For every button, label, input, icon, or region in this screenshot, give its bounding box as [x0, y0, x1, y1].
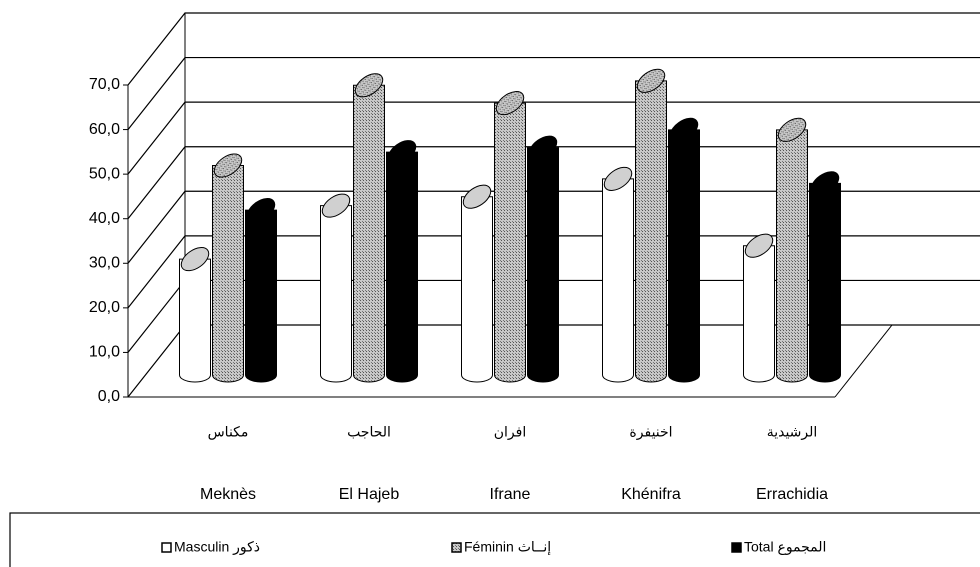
bar-body: [527, 147, 559, 383]
bar-body: [386, 151, 418, 383]
bar-top: [528, 135, 558, 160]
bar: [809, 171, 841, 383]
bar-body: [212, 165, 244, 383]
y-tick-label: 60,0: [89, 121, 120, 138]
bar: [353, 73, 385, 383]
bar-top: [246, 198, 276, 223]
bar-top: [462, 184, 492, 209]
x-tick-label: Errachidia: [756, 486, 828, 503]
bar-top: [603, 166, 633, 191]
bar: [776, 117, 808, 383]
bar-body: [494, 102, 526, 383]
x-tick-label: Meknès: [200, 486, 256, 503]
legend-swatch: [161, 542, 172, 553]
grid-line: [127, 12, 980, 86]
bar-body: [743, 245, 775, 383]
bar-top: [387, 140, 417, 165]
y-tick-label: 40,0: [89, 210, 120, 227]
grid-line: [127, 190, 980, 264]
bar-body: [602, 178, 634, 383]
bar-body: [320, 205, 352, 383]
bar-top: [810, 171, 840, 196]
y-tick-label: 30,0: [89, 255, 120, 272]
grid-line: [127, 101, 980, 175]
x-tick-label: Ifrane: [490, 486, 531, 503]
grid-line: [127, 235, 980, 309]
bar-body: [353, 84, 385, 383]
bar-top: [636, 68, 666, 93]
bar: [743, 233, 775, 383]
x-tick-label: افران: [494, 424, 526, 441]
y-tick-label: 0,0: [98, 388, 120, 405]
legend-box: [9, 512, 980, 567]
x-tick-label: مكناس: [208, 424, 249, 441]
bar: [461, 184, 493, 383]
bar-body: [461, 196, 493, 383]
x-tick-label: الحاجب: [347, 424, 391, 440]
bar: [179, 247, 211, 383]
bar: [635, 68, 667, 383]
floor-right: [834, 324, 893, 398]
bar: [527, 135, 559, 383]
bar-top: [777, 117, 807, 142]
bar-body: [668, 129, 700, 383]
x-tick-label: الرشيدية: [767, 424, 818, 441]
legend-label: Total المجموع: [744, 539, 826, 556]
bar-top: [213, 153, 243, 178]
bar-body: [809, 182, 841, 383]
bar: [386, 140, 418, 383]
bar: [668, 117, 700, 383]
bar-body: [179, 258, 211, 383]
bar-top: [354, 73, 384, 98]
bar-top: [180, 247, 210, 272]
bar: [494, 91, 526, 383]
bar-body: [245, 209, 277, 383]
y-tick-label: 20,0: [89, 299, 120, 316]
x-tick-label: Khénifra: [621, 486, 681, 503]
bar: [245, 198, 277, 383]
legend-swatch: [731, 542, 742, 553]
bar-top: [744, 233, 774, 258]
x-tick-label: El Hajeb: [339, 486, 400, 503]
bar-body: [776, 129, 808, 383]
y-tick-label: 10,0: [89, 344, 120, 361]
x-tick-label: اخنيفرة: [629, 424, 672, 441]
bar-body: [635, 80, 667, 383]
bar: [602, 166, 634, 383]
grid-line: [127, 146, 980, 220]
bar-top: [321, 193, 351, 218]
bar: [212, 153, 244, 383]
legend-label: Masculin ذكور: [174, 539, 260, 556]
y-tick-label: 70,0: [89, 76, 120, 93]
bar-top: [669, 117, 699, 142]
grid-line: [127, 56, 980, 130]
legend-swatch: [451, 542, 462, 553]
y-tick-label: 50,0: [89, 165, 120, 182]
legend-label: Féminin إنــاث: [464, 539, 551, 556]
bar: [320, 193, 352, 383]
bar-top: [495, 91, 525, 116]
